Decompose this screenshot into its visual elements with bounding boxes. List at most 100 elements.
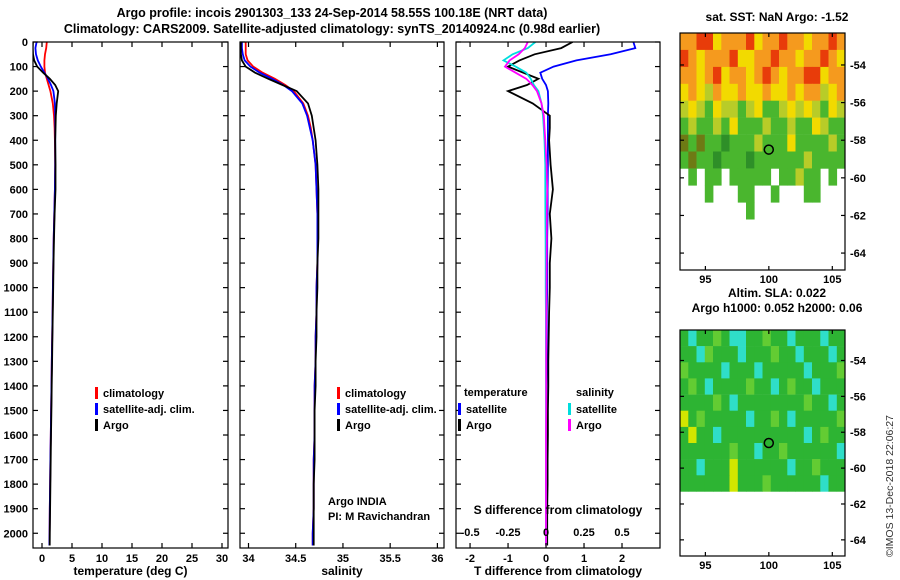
argo-position-marker (763, 144, 775, 155)
sst-map-title: sat. SST: NaN Argo: -1.52 (705, 10, 849, 24)
depth-tick-label: 1100 (4, 307, 28, 319)
figure-title-line1: Argo profile: incois 2901303_133 24-Sep-… (116, 6, 548, 20)
depth-tick-label: 200 (10, 86, 28, 98)
sla-map-title-line1: Altim. SLA: 0.022 (727, 286, 827, 300)
legend-marker (337, 387, 340, 399)
xtick-label: 36 (431, 553, 443, 565)
legend-item: climatology (95, 387, 164, 402)
depth-tick-label: 600 (10, 184, 28, 196)
legend-marker (95, 403, 98, 415)
series-Argo (33, 42, 60, 546)
axes-frame-salinity (239, 41, 445, 549)
legend-item: Argo (337, 419, 371, 434)
depth-tick-label: 700 (10, 209, 28, 221)
legend-item: climatology (337, 387, 406, 402)
legend-marker (337, 403, 340, 415)
xtick-label: 34.5 (285, 553, 306, 565)
temperature-axis-label: temperature (deg C) (73, 564, 188, 578)
legend-marker (568, 403, 571, 415)
legend-marker (458, 403, 461, 415)
legend-item: satellite-adj. clim. (95, 403, 195, 418)
lat-tick-label: -54 (850, 355, 867, 367)
depth-tick-label: 1900 (4, 504, 28, 516)
legend-label: climatology (103, 388, 165, 400)
pi-annotation: PI: M Ravichandran (328, 511, 431, 523)
series-temperature-satellite (539, 42, 637, 546)
t-difference-axis-label: T difference from climatology (473, 564, 643, 578)
legend-label: satellite (576, 404, 617, 416)
xtick-label: 15 (126, 553, 138, 565)
legend-marker (337, 419, 340, 431)
xtick-label: 20 (156, 553, 168, 565)
map-frame-sla (679, 329, 846, 557)
xtick-label: 25 (186, 553, 198, 565)
xtick-label: 35.5 (379, 553, 400, 565)
s-difference-axis-label: S difference from climatology (473, 503, 643, 517)
lat-tick-label: -56 (850, 98, 866, 110)
salinity-axis-label: salinity (321, 564, 363, 578)
legend-label: Argo (345, 420, 371, 432)
legend-label: satellite (466, 404, 507, 416)
series-Argo (240, 42, 320, 546)
depth-tick-label: 2000 (4, 528, 28, 540)
depth-tick-label: 1500 (4, 405, 28, 417)
depth-tick-label: 1400 (4, 381, 28, 393)
depth-tick-label: 400 (10, 135, 28, 147)
depth-tick-label: 1600 (4, 430, 28, 442)
depth-tick-label: 900 (10, 258, 28, 270)
lon-tick-label: 105 (823, 274, 841, 286)
xtick-label: 0 (543, 553, 549, 565)
xtick-label: 5 (69, 553, 75, 565)
lat-tick-label: -58 (850, 427, 866, 439)
s-tick-label: -0.25 (495, 527, 520, 539)
lat-tick-label: -62 (850, 499, 866, 511)
lon-tick-label: 105 (823, 560, 841, 572)
series-salinity-satellite (501, 42, 547, 546)
lat-tick-label: -54 (850, 60, 867, 72)
s-tick-label: 0 (543, 527, 549, 539)
s-tick-label: 0.25 (573, 527, 594, 539)
map-frame-sst (679, 32, 846, 271)
legend-label: Argo (103, 420, 129, 432)
legend-item: Argo (95, 419, 129, 434)
legend-item: satellite (458, 403, 507, 418)
lon-tick-label: 95 (699, 274, 711, 286)
xtick-label: 10 (96, 553, 108, 565)
depth-tick-label: 1700 (4, 455, 28, 467)
legend-item: temperature (464, 387, 528, 402)
argo-india-annotation: Argo INDIA (328, 496, 387, 508)
legend-label: Argo (576, 420, 602, 432)
depth-tick-label: 1800 (4, 479, 28, 491)
lat-tick-label: -56 (850, 391, 866, 403)
axes-frame-difference (455, 41, 661, 549)
legend-label: satellite-adj. clim. (103, 404, 195, 416)
figure-title-line2: Climatology: CARS2009. Satellite-adjuste… (63, 22, 601, 36)
depth-tick-label: 1000 (4, 283, 28, 295)
xtick-label: 1 (581, 553, 587, 565)
xtick-label: 2 (619, 553, 625, 565)
depth-tick-label: 0 (22, 37, 28, 49)
depth-tick-label: 1300 (4, 356, 28, 368)
axes-frame-temperature (32, 41, 229, 549)
s-tick-label: 0.5 (614, 527, 629, 539)
legend-item: Argo (458, 419, 492, 434)
lon-tick-label: 95 (699, 560, 711, 572)
lat-tick-label: -60 (850, 173, 866, 185)
xtick-label: 0 (39, 553, 45, 565)
lon-tick-label: 100 (760, 560, 778, 572)
depth-tick-label: 300 (10, 111, 28, 123)
legend-item: satellite (568, 403, 617, 418)
legend-marker (95, 387, 98, 399)
depth-tick-label: 100 (10, 62, 28, 74)
legend-item: Argo (568, 419, 602, 434)
sla-map-title-line2: Argo h1000: 0.052 h2000: 0.06 (691, 301, 863, 315)
lat-tick-label: -64 (850, 248, 867, 260)
depth-tick-label: 500 (10, 160, 28, 172)
legend-label: Argo (466, 420, 492, 432)
imos-copyright: ©IMOS 13-Dec-2018 22:06:27 (884, 415, 896, 557)
xtick-label: 35 (337, 553, 349, 565)
legend-label: salinity (576, 387, 614, 399)
lat-tick-label: -62 (850, 210, 866, 222)
